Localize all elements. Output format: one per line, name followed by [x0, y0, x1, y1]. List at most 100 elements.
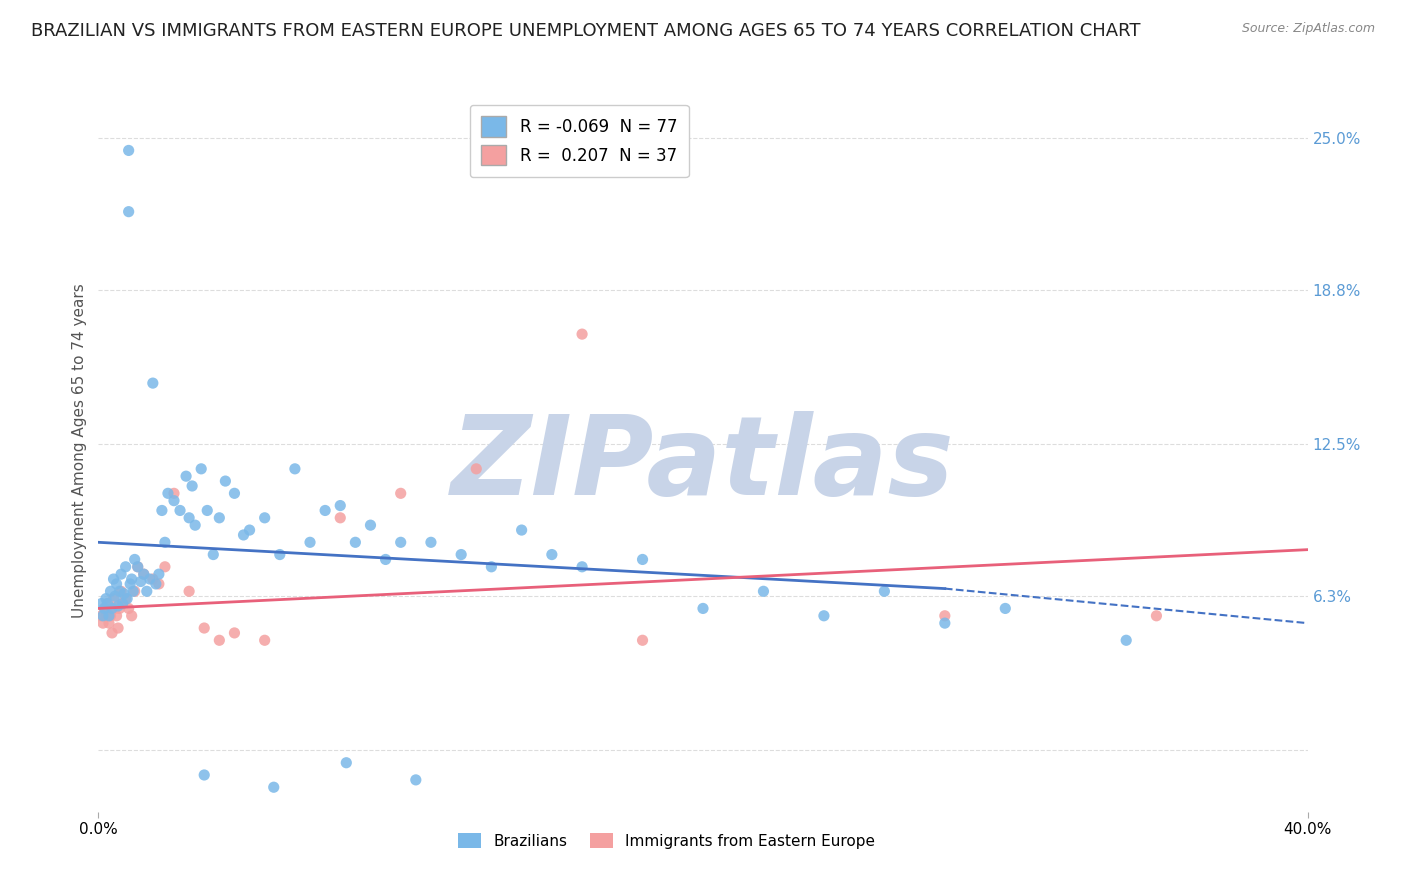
Point	[91, 608, 114, 623]
Point	[934, 616, 956, 631]
Point	[93, 601, 115, 615]
Point	[114, 591, 136, 606]
Point	[110, 567, 132, 582]
Point	[450, 548, 472, 562]
Point	[163, 486, 186, 500]
Point	[132, 567, 155, 582]
Point	[100, 584, 122, 599]
Point	[103, 572, 125, 586]
Point	[329, 511, 352, 525]
Point	[344, 535, 367, 549]
Point	[224, 486, 246, 500]
Point	[481, 559, 503, 574]
Point	[120, 577, 142, 591]
Y-axis label: Unemployment Among Ages 65 to 74 years: Unemployment Among Ages 65 to 74 years	[72, 283, 87, 618]
Point	[145, 577, 167, 591]
Point	[105, 608, 128, 623]
Point	[193, 621, 215, 635]
Point	[153, 559, 176, 574]
Point	[181, 479, 204, 493]
Point	[121, 572, 143, 586]
Point	[114, 559, 136, 574]
Point	[150, 503, 173, 517]
Point	[111, 597, 134, 611]
Point	[156, 486, 179, 500]
Point	[121, 608, 143, 623]
Point	[232, 528, 254, 542]
Point	[169, 503, 191, 517]
Point	[124, 552, 146, 566]
Point	[107, 599, 129, 613]
Point	[142, 572, 165, 586]
Point	[208, 633, 231, 648]
Point	[139, 572, 162, 586]
Point	[105, 577, 128, 591]
Point	[103, 591, 125, 606]
Point	[153, 535, 176, 549]
Point	[360, 518, 382, 533]
Point	[98, 608, 121, 623]
Point	[631, 552, 654, 566]
Point	[1146, 608, 1168, 623]
Point	[208, 511, 231, 525]
Point	[299, 535, 322, 549]
Point	[118, 144, 141, 158]
Point	[994, 601, 1017, 615]
Point	[96, 597, 118, 611]
Point	[405, 772, 427, 787]
Point	[692, 601, 714, 615]
Point	[184, 518, 207, 533]
Text: BRAZILIAN VS IMMIGRANTS FROM EASTERN EUROPE UNEMPLOYMENT AMONG AGES 65 TO 74 YEA: BRAZILIAN VS IMMIGRANTS FROM EASTERN EUR…	[31, 22, 1140, 40]
Point	[96, 597, 118, 611]
Point	[420, 535, 443, 549]
Point	[90, 597, 112, 611]
Point	[129, 574, 152, 589]
Point	[335, 756, 357, 770]
Point	[253, 633, 276, 648]
Point	[142, 376, 165, 390]
Point	[135, 584, 157, 599]
Point	[269, 548, 291, 562]
Point	[631, 633, 654, 648]
Point	[174, 469, 197, 483]
Point	[127, 559, 149, 574]
Point	[1115, 633, 1137, 648]
Point	[107, 621, 129, 635]
Point	[127, 559, 149, 574]
Point	[263, 780, 285, 795]
Point	[124, 584, 146, 599]
Point	[389, 486, 412, 500]
Point	[314, 503, 336, 517]
Point	[110, 584, 132, 599]
Point	[510, 523, 533, 537]
Point	[571, 559, 593, 574]
Point	[91, 616, 114, 631]
Point	[104, 589, 127, 603]
Point	[193, 768, 215, 782]
Point	[374, 552, 396, 566]
Point	[389, 535, 412, 549]
Point	[104, 601, 127, 615]
Point	[253, 511, 276, 525]
Point	[163, 493, 186, 508]
Point	[108, 601, 131, 615]
Point	[190, 462, 212, 476]
Point	[540, 548, 562, 562]
Point	[148, 567, 170, 582]
Point	[179, 511, 201, 525]
Point	[118, 204, 141, 219]
Point	[465, 462, 488, 476]
Point	[329, 499, 352, 513]
Point	[571, 327, 593, 342]
Point	[98, 616, 121, 631]
Point	[108, 584, 131, 599]
Point	[100, 608, 122, 623]
Legend: Brazilians, Immigrants from Eastern Europe: Brazilians, Immigrants from Eastern Euro…	[451, 827, 882, 855]
Point	[112, 587, 135, 601]
Point	[873, 584, 896, 599]
Point	[111, 597, 134, 611]
Point	[94, 591, 117, 606]
Point	[122, 584, 145, 599]
Text: ZIPatlas: ZIPatlas	[451, 411, 955, 518]
Point	[214, 474, 236, 488]
